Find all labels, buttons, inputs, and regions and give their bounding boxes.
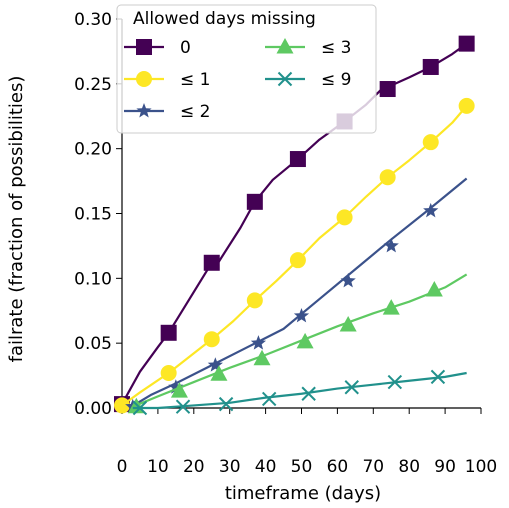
legend-marker <box>277 71 293 87</box>
data-point <box>250 335 267 350</box>
data-point <box>296 332 314 349</box>
data-point <box>132 400 148 416</box>
data-point <box>203 331 220 348</box>
data-point <box>379 81 396 98</box>
y-tick-label: 0.20 <box>74 140 112 160</box>
y-tick-label: 0.15 <box>74 205 112 225</box>
data-point <box>210 365 228 381</box>
legend-label: ≤ 3 <box>321 38 351 58</box>
legend-title: Allowed days missing <box>133 9 316 29</box>
data-point <box>340 272 356 288</box>
data-point <box>289 151 306 168</box>
data-point <box>382 299 400 315</box>
legend-box <box>116 4 377 134</box>
data-point <box>293 307 310 323</box>
data-point <box>175 399 191 414</box>
y-tick-label: 0.10 <box>74 269 112 289</box>
x-tick-label: 30 <box>219 457 241 477</box>
legend-item: ≤ 3 <box>265 38 351 58</box>
series-4 <box>132 369 467 416</box>
legend-marker <box>136 39 152 55</box>
y-axis-title: failrate (fraction of possibilities) <box>6 76 27 363</box>
data-point <box>422 134 439 151</box>
legend-item: ≤ 2 <box>124 102 210 122</box>
series-group <box>114 35 475 416</box>
legend-label: ≤ 2 <box>180 102 210 122</box>
data-point <box>339 316 357 332</box>
legend-label: 0 <box>180 38 191 58</box>
data-point <box>289 252 306 269</box>
y-tick-label: 0.30 <box>74 10 112 30</box>
x-tick-label: 90 <box>434 457 456 477</box>
series-line <box>128 177 468 409</box>
x-tick-label: 50 <box>291 457 313 477</box>
data-point <box>114 397 130 414</box>
legend-item: ≤ 9 <box>265 70 351 90</box>
data-point <box>383 237 399 253</box>
x-axis-title: timeframe (days) <box>225 483 381 504</box>
legend-marker <box>136 71 152 87</box>
series-1 <box>114 97 475 414</box>
x-tick-label: 60 <box>327 457 349 477</box>
data-point <box>246 292 263 309</box>
legend-label: ≤ 9 <box>321 70 351 90</box>
legend-item: 0 <box>124 38 191 58</box>
data-point <box>170 382 188 398</box>
x-tick-label: 0 <box>117 457 128 477</box>
data-point <box>203 254 220 271</box>
x-tick-label: 100 <box>465 457 497 477</box>
data-point <box>160 324 177 341</box>
data-point <box>379 169 396 186</box>
series-3 <box>127 273 468 414</box>
x-tick-label: 70 <box>362 457 384 477</box>
data-point <box>387 374 403 390</box>
data-point <box>253 349 271 366</box>
legend-label: ≤ 1 <box>180 70 210 90</box>
data-point <box>218 396 234 412</box>
axes: 0.00 0.05 0.10 0.15 0.20 0.25 0.30 0 10 20 30 40 50 6… <box>74 10 497 477</box>
x-tick-label: 80 <box>398 457 420 477</box>
data-point <box>336 209 353 226</box>
data-point <box>425 281 443 297</box>
data-point <box>422 58 439 75</box>
data-point <box>168 379 184 394</box>
y-tick-label: 0.25 <box>74 75 112 95</box>
x-tick-label: 40 <box>255 457 277 477</box>
legend-marker <box>276 38 294 54</box>
legend-marker <box>136 103 152 118</box>
data-point <box>246 193 263 210</box>
data-point <box>207 357 223 372</box>
data-point <box>160 364 177 381</box>
data-point <box>261 391 277 407</box>
data-point <box>430 369 446 385</box>
x-tick-label: 10 <box>147 457 169 477</box>
y-tick-label: 0.05 <box>74 334 112 354</box>
data-point <box>458 35 475 52</box>
y-tick-label: 0.00 <box>74 399 112 419</box>
data-point <box>458 97 475 114</box>
data-point <box>423 202 439 218</box>
legend-item: ≤ 1 <box>124 70 210 90</box>
data-point <box>301 386 316 401</box>
data-point <box>344 380 359 395</box>
x-tick-label: 20 <box>183 457 205 477</box>
legend: 0 ≤ 1 ≤ 2 ≤ 3 ≤ 9 <box>116 4 377 134</box>
